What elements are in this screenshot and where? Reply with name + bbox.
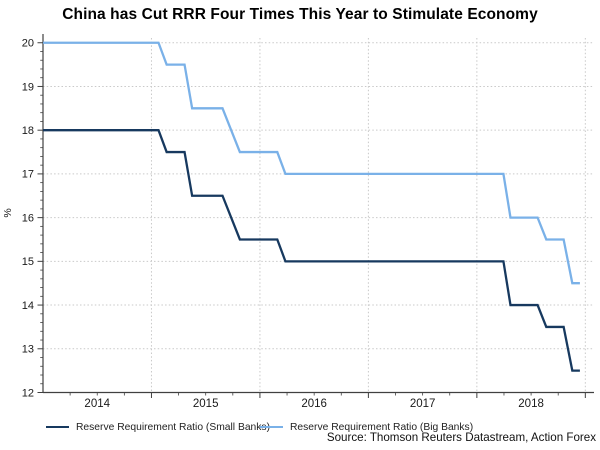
y-tick-label: 16	[22, 212, 34, 224]
y-tick-label: 15	[22, 256, 34, 268]
y-tick-label: 14	[22, 300, 34, 312]
x-tick-label: 2015	[193, 398, 219, 410]
x-tick-label: 2018	[518, 398, 544, 410]
chart-title: China has Cut RRR Four Times This Year t…	[62, 6, 538, 23]
legend-label-big-banks: Reserve Requirement Ratio (Big Banks)	[290, 421, 474, 433]
y-tick-label: 18	[22, 125, 34, 137]
series-line-big-banks	[43, 41, 580, 285]
line-swatch-small-banks	[46, 425, 69, 429]
y-tick-label: 20	[22, 38, 34, 50]
y-tick-label: 12	[22, 387, 34, 399]
series-line-small-banks	[43, 129, 580, 372]
y-axis-unit-label: %	[2, 208, 14, 217]
source-note: Source: Thomson Reuters Datastream, Acti…	[326, 431, 596, 444]
x-tick-label: 2014	[84, 398, 110, 410]
line-swatch-big-banks	[260, 425, 283, 429]
y-tick-label: 19	[22, 81, 34, 93]
y-tick-label: 17	[22, 169, 34, 181]
legend-item-big-banks: Reserve Requirement Ratio (Big Banks)	[260, 420, 473, 434]
y-tick-label: 13	[22, 344, 34, 356]
x-tick-label: 2017	[410, 398, 436, 410]
legend-label-small-banks: Reserve Requirement Ratio (Small Banks)	[76, 421, 270, 433]
x-tick-label: 2016	[301, 398, 327, 410]
legend-item-small-banks: Reserve Requirement Ratio (Small Banks)	[46, 420, 270, 434]
